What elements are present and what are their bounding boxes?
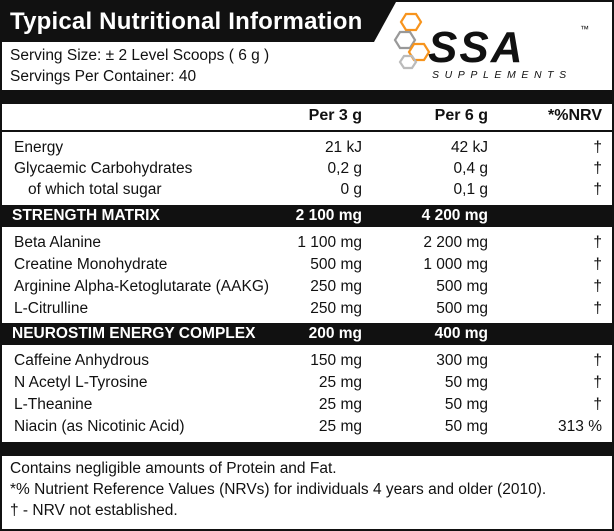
neurostim-band: NEUROSTIM ENERGY COMPLEX 200 mg 400 mg — [2, 323, 612, 345]
footer-note: Contains negligible amounts of Protein a… — [10, 460, 337, 477]
servings-per-container: Servings Per Container: 40 — [10, 68, 197, 85]
footer-note: *% Nutrient Reference Values (NRVs) for … — [10, 481, 547, 498]
table-row: N Acetyl L-Tyrosine 25 mg 50 mg † — [14, 374, 602, 391]
header-nrv: *%NRV — [548, 107, 602, 124]
serving-size: Serving Size: ± 2 Level Scoops ( 6 g ) — [10, 47, 270, 64]
table-row: Arginine Alpha-Ketoglutarate (AAKG) 250 … — [14, 278, 602, 295]
table-row: Niacin (as Nicotinic Acid) 25 mg 50 mg 3… — [14, 418, 602, 435]
bottom-divider — [2, 442, 612, 456]
header-per-3g: Per 3 g — [308, 107, 362, 124]
header-divider — [2, 130, 612, 132]
table-row: Energy 21 kJ 42 kJ † — [14, 139, 602, 156]
table-row: Beta Alanine 1 100 mg 2 200 mg † — [14, 234, 602, 251]
table-row: L-Theanine 25 mg 50 mg † — [14, 396, 602, 413]
logo-tagline: SUPPLEMENTS — [432, 69, 572, 81]
logo-brand-text: SSA — [428, 23, 524, 72]
footer-note: † - NRV not established. — [10, 502, 178, 519]
table-row: Glycaemic Carbohydrates 0,2 g 0,4 g † — [14, 160, 602, 177]
logo-trademark: ™ — [580, 24, 589, 34]
table-row: of which total sugar 0 g 0,1 g † — [28, 181, 602, 198]
header-per-6g: Per 6 g — [434, 107, 488, 124]
top-divider — [2, 90, 612, 104]
column-header-row: Per 3 g Per 6 g *%NRV — [2, 106, 612, 126]
table-row: Creatine Monohydrate 500 mg 1 000 mg † — [14, 256, 602, 273]
strength-matrix-band: STRENGTH MATRIX 2 100 mg 4 200 mg — [2, 205, 612, 227]
table-row: Caffeine Anhydrous 150 mg 300 mg † — [14, 352, 602, 369]
table-row: L-Citrulline 250 mg 500 mg † — [14, 300, 602, 317]
ssa-logo: SSA ™ SUPPLEMENTS — [393, 12, 589, 81]
panel-title: Typical Nutritional Information — [2, 2, 396, 42]
hexagon-icon — [393, 12, 431, 70]
